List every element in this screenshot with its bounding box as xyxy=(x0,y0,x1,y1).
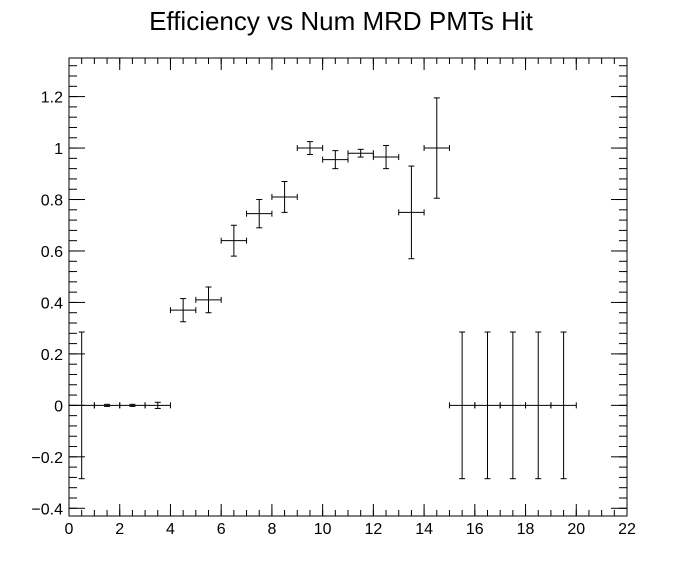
data-point xyxy=(448,331,476,480)
data-point xyxy=(93,402,121,409)
data-point xyxy=(220,224,248,257)
y-tick-label: −0.2 xyxy=(31,450,63,467)
data-point xyxy=(119,402,146,409)
chart-title: Efficiency vs Num MRD PMTs Hit xyxy=(149,6,534,36)
data-point xyxy=(169,298,197,323)
data-point xyxy=(322,150,349,170)
x-tick-label: 12 xyxy=(364,521,382,538)
data-point xyxy=(550,331,577,480)
data-point xyxy=(296,141,324,155)
y-tick-label: 0.2 xyxy=(41,347,63,364)
data-point xyxy=(246,199,273,229)
data-point xyxy=(144,401,171,409)
data-point xyxy=(271,181,298,213)
x-tick-label: 20 xyxy=(567,521,585,538)
y-tick-label: 0 xyxy=(54,398,63,415)
y-tick-label: −0.4 xyxy=(31,501,63,518)
data-point xyxy=(499,331,527,480)
data-point xyxy=(423,97,450,199)
y-tick-label: 1.2 xyxy=(41,90,63,107)
x-tick-label: 4 xyxy=(166,521,175,538)
data-points xyxy=(68,97,577,480)
data-point xyxy=(398,165,425,260)
data-point xyxy=(474,331,501,480)
y-tick-label: 1 xyxy=(54,141,63,158)
x-tick-label: 6 xyxy=(217,521,226,538)
x-tick-label: 14 xyxy=(415,521,433,538)
y-tick-label: 0.4 xyxy=(41,295,63,312)
x-axis: 0 2 4 6 8 10 12 14 16 18 20 22 xyxy=(65,58,636,538)
x-tick-label: 2 xyxy=(115,521,124,538)
x-tick-label: 16 xyxy=(466,521,484,538)
data-point xyxy=(347,148,374,158)
x-tick-label: 22 xyxy=(618,521,636,538)
x-tick-label: 8 xyxy=(267,521,276,538)
x-tick-label: 10 xyxy=(314,521,332,538)
plot-frame xyxy=(68,57,628,517)
y-axis: −0.4 −0.2 0 0.2 0.4 0.6 0.8 1 1.2 xyxy=(31,65,627,518)
y-tick-label: 0.8 xyxy=(41,193,63,210)
data-point xyxy=(372,144,400,170)
x-tick-label: 0 xyxy=(65,521,74,538)
y-tick-label: 0.6 xyxy=(41,244,63,261)
data-point xyxy=(195,286,222,314)
data-point xyxy=(525,331,552,480)
x-tick-label: 18 xyxy=(517,521,535,538)
